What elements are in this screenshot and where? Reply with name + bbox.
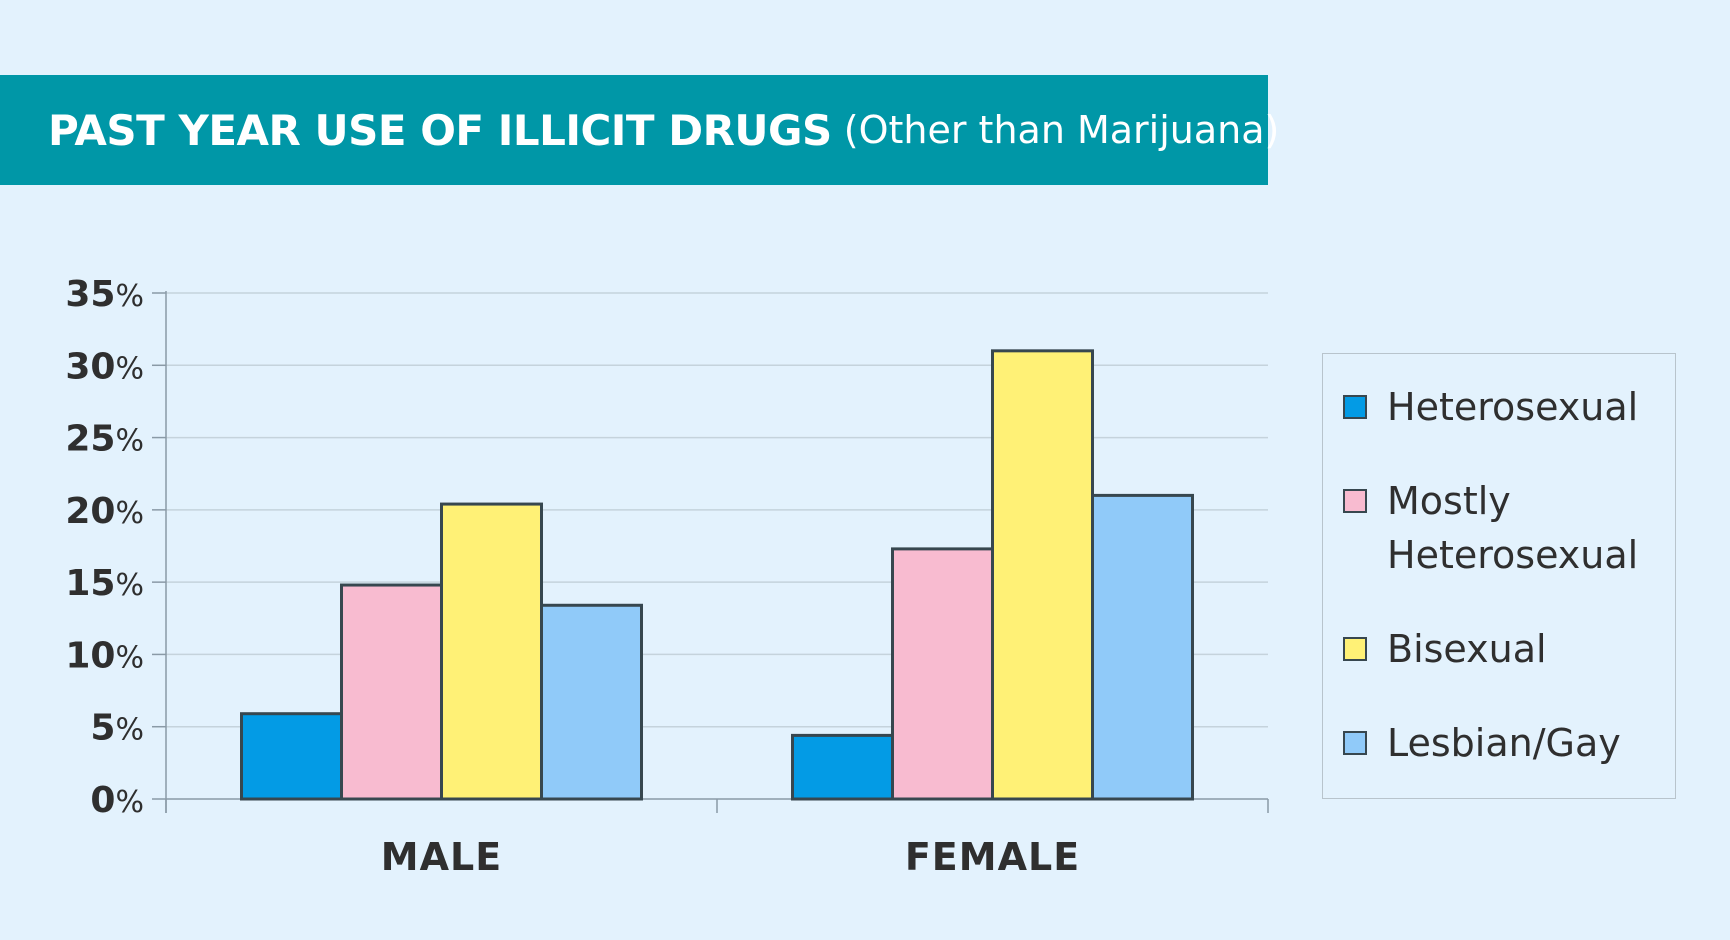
y-tick-label: 25% xyxy=(65,419,144,460)
legend-swatch xyxy=(1343,395,1367,419)
y-tick-label: 20% xyxy=(65,491,144,532)
legend-label-line: Lesbian/Gay xyxy=(1387,721,1621,765)
bar-male-lesbian-gay xyxy=(540,603,643,801)
bars xyxy=(240,349,1194,801)
chart-title: PAST YEAR USE OF ILLICIT DRUGS xyxy=(48,105,832,155)
legend-label-line: Heterosexual xyxy=(1387,385,1639,429)
y-tick-label: 30% xyxy=(65,346,144,387)
bar-female-bisexual xyxy=(991,349,1094,801)
legend-swatch xyxy=(1343,731,1367,755)
legend-swatch xyxy=(1343,489,1367,513)
legend-label: Heterosexual xyxy=(1387,380,1638,434)
legend: Heterosexual Mostly Heterosexual Bisexual Le… xyxy=(1322,353,1676,799)
title-banner: PAST YEAR USE OF ILLICIT DRUGS (Other th… xyxy=(0,75,1279,185)
chart-subtitle: (Other than Marijuana) xyxy=(843,108,1280,152)
x-category-label: FEMALE xyxy=(905,835,1080,879)
y-tick-label: 35% xyxy=(65,274,144,315)
bar-female-lesbian-gay xyxy=(1091,493,1194,801)
legend-label: Lesbian/Gay xyxy=(1387,716,1621,770)
bar-female-mostly-heterosexual xyxy=(891,547,994,801)
legend-label: Mostly Heterosexual xyxy=(1387,474,1638,582)
bar-male-bisexual xyxy=(440,502,543,801)
bar-female-heterosexual xyxy=(791,733,894,801)
y-tick-label: 10% xyxy=(65,635,144,676)
y-tick-label: 5% xyxy=(90,708,144,749)
x-category-label: MALE xyxy=(381,835,502,879)
axis-labels: 0% 5% 10% 15% 20% 25% 30% 35% MALE FEMALE xyxy=(65,274,1080,879)
legend-label-line: Heterosexual xyxy=(1387,533,1639,577)
y-tick-label: 0% xyxy=(90,780,144,821)
bar-male-heterosexual xyxy=(240,712,343,801)
y-tick-label: 15% xyxy=(65,563,144,604)
legend-label-line: Mostly xyxy=(1387,479,1511,523)
bar-male-mostly-heterosexual xyxy=(340,583,443,801)
legend-swatch xyxy=(1343,637,1367,661)
legend-label-line: Bisexual xyxy=(1387,627,1547,671)
legend-label: Bisexual xyxy=(1387,622,1547,676)
